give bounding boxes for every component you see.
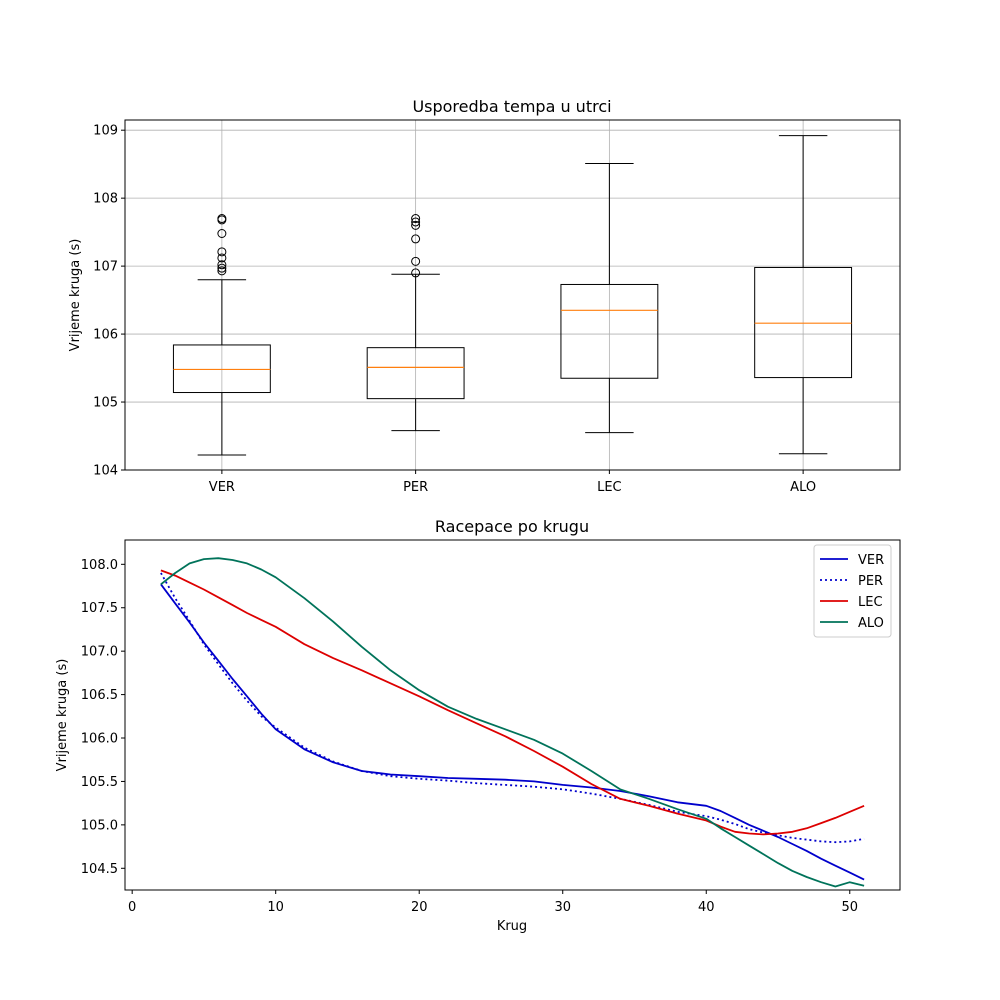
x-tick-label: 40 — [698, 900, 715, 915]
line-chart-y-ticks: 104.5 105.0 105.5 106.0 106.5 107.0 107.5 108.0 — [81, 558, 125, 877]
outlier-point — [217, 266, 227, 276]
y-tick-label: 104 — [93, 464, 118, 479]
line-chart-x-ticks: 0 10 20 30 40 50 — [128, 890, 858, 915]
legend-label-alo: ALO — [858, 616, 884, 631]
y-tick-label: 108 — [93, 192, 118, 207]
iqr-box — [172, 344, 271, 394]
boxplot-gridlines — [125, 120, 900, 471]
iqr-box — [560, 283, 659, 379]
y-tick-label: 104.5 — [81, 862, 118, 877]
x-tick-label: 0 — [128, 900, 136, 915]
line-chart-legend: VER PER LEC ALO — [813, 544, 892, 638]
x-tick-label: ALO — [790, 480, 816, 495]
y-tick-label: 109 — [93, 124, 118, 139]
x-tick-label: 30 — [554, 900, 571, 915]
outlier-point — [217, 253, 227, 263]
y-tick-label: 105.5 — [81, 775, 118, 790]
line-chart-y-axis-label: Vrijeme kruga (s) — [55, 659, 70, 772]
x-tick-label: LEC — [597, 480, 622, 495]
outlier-point — [217, 228, 227, 238]
x-tick-label: 10 — [267, 900, 284, 915]
x-tick-label: PER — [403, 480, 428, 495]
legend-label-per: PER — [858, 574, 883, 589]
x-tick-label: 50 — [841, 900, 858, 915]
y-tick-label: 105 — [93, 396, 118, 411]
box-ver — [172, 214, 271, 456]
boxplot-x-ticks: VER PER LEC ALO — [209, 470, 816, 495]
legend-label-lec: LEC — [858, 595, 883, 610]
y-tick-label: 108.0 — [81, 558, 118, 573]
boxplot-chart: Usporedba tempa u utrci 1041051061071081… — [68, 97, 901, 495]
y-tick-label: 106.5 — [81, 688, 118, 703]
y-tick-label: 105.0 — [81, 818, 118, 833]
y-tick-label: 107.5 — [81, 601, 118, 616]
box-alo — [754, 135, 853, 455]
boxplot-axes-frame — [124, 119, 901, 471]
series-line-ver — [160, 583, 865, 881]
outlier-point — [411, 268, 421, 278]
outlier-point — [411, 256, 421, 266]
outlier-point — [217, 263, 227, 273]
legend-frame — [813, 544, 892, 638]
legend-label-ver: VER — [858, 553, 884, 568]
y-tick-label: 107.0 — [81, 645, 118, 660]
boxplot-title: Usporedba tempa u utrci — [412, 97, 611, 116]
box-lec — [560, 162, 659, 434]
iqr-box — [366, 347, 465, 400]
iqr-box — [754, 266, 853, 379]
boxplot-boxes — [172, 135, 853, 456]
outlier-point — [411, 234, 421, 244]
outlier-point — [411, 220, 421, 230]
line-chart-axes-frame — [124, 539, 901, 891]
outlier-point — [411, 217, 421, 227]
series-line-per — [160, 572, 865, 844]
outlier-point — [217, 247, 227, 257]
series-line-alo — [160, 557, 865, 888]
line-chart-x-axis-label: Krug — [497, 919, 527, 934]
y-tick-label: 106.0 — [81, 732, 118, 747]
boxplot-y-axis-label: Vrijeme kruga (s) — [68, 239, 83, 352]
series-line-lec — [160, 569, 865, 836]
outlier-point — [217, 214, 227, 224]
line-chart-title: Racepace po krugu — [435, 517, 589, 536]
y-tick-label: 106 — [93, 328, 118, 343]
outlier-point — [411, 214, 421, 224]
line-chart-series — [160, 557, 865, 888]
x-tick-label: 20 — [411, 900, 428, 915]
line-chart: Racepace po krugu 104.5105.0105.5106.010… — [55, 517, 901, 934]
boxplot-y-ticks: 104 105 106 107 108 109 — [93, 124, 125, 479]
x-tick-label: VER — [209, 480, 235, 495]
outlier-point — [217, 260, 227, 270]
y-tick-label: 107 — [93, 260, 118, 275]
box-per — [366, 214, 465, 432]
